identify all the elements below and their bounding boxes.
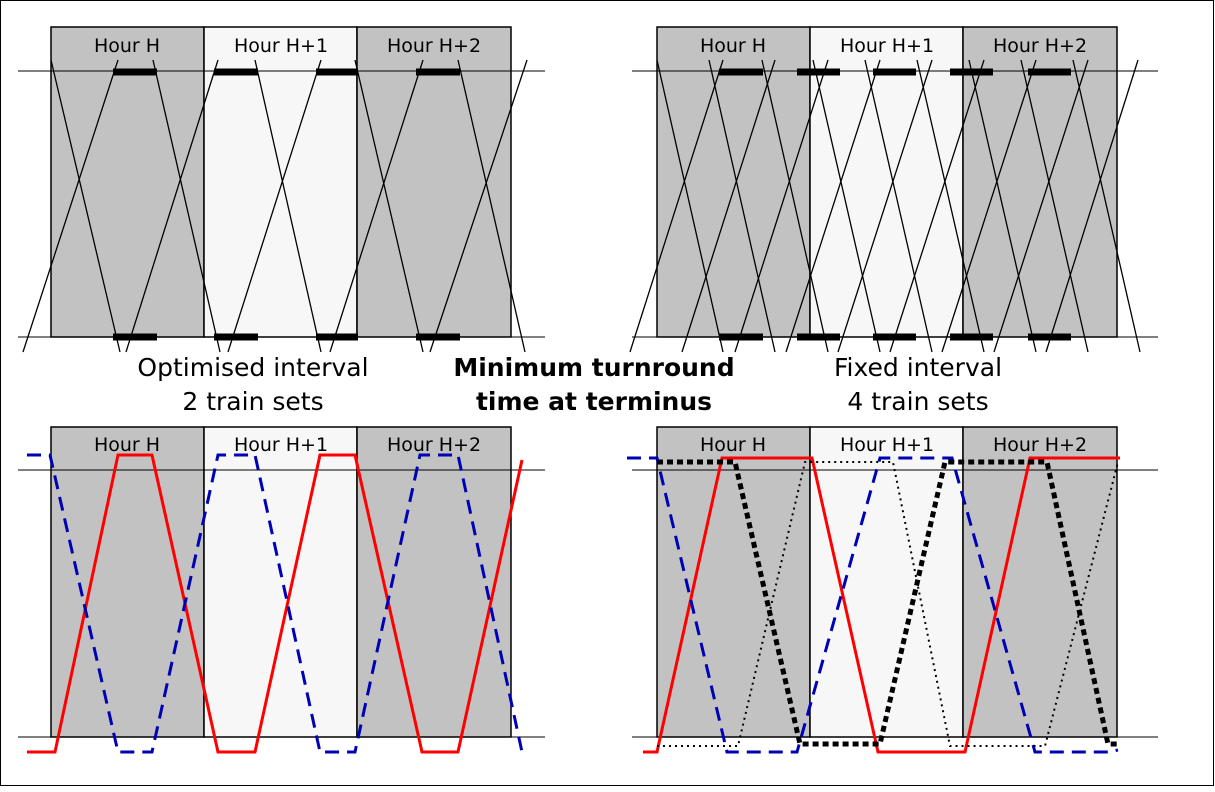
hour-label-h1: Hour H+1 [234, 35, 328, 57]
hour-label-h1: Hour H+1 [840, 35, 934, 57]
hour-block-h1 [204, 427, 357, 737]
hour-label-h2: Hour H+2 [387, 434, 481, 456]
hour-label-h: Hour H [700, 434, 766, 456]
panel-top-right: Hour H Hour H+1 Hour H+2 [630, 27, 1158, 352]
hour-label-h: Hour H [700, 35, 766, 57]
hour-label-h: Hour H [94, 434, 160, 456]
panel-top-left: Hour H Hour H+1 Hour H+2 [18, 27, 545, 352]
caption-fixed-line2: 4 train sets [847, 387, 988, 416]
caption-turnround-line2: time at terminus [476, 387, 712, 416]
panel-bottom-left: Hour H Hour H+1 Hour H+2 [18, 427, 545, 752]
caption-optimised-line1: Optimised interval [137, 353, 368, 382]
hour-label-h2: Hour H+2 [387, 35, 481, 57]
panel-bottom-right: Hour H Hour H+1 Hour H+2 [627, 427, 1158, 752]
hour-label-h2: Hour H+2 [993, 434, 1087, 456]
caption-optimised-line2: 2 train sets [182, 387, 323, 416]
caption-turnround-line1: Minimum turnround [453, 353, 734, 382]
caption-fixed-line1: Fixed interval [834, 353, 1002, 382]
hour-label-h1: Hour H+1 [234, 434, 328, 456]
hour-label-h: Hour H [94, 35, 160, 57]
hour-label-h1: Hour H+1 [840, 434, 934, 456]
hour-block-h2 [357, 427, 511, 737]
hour-label-h2: Hour H+2 [993, 35, 1087, 57]
